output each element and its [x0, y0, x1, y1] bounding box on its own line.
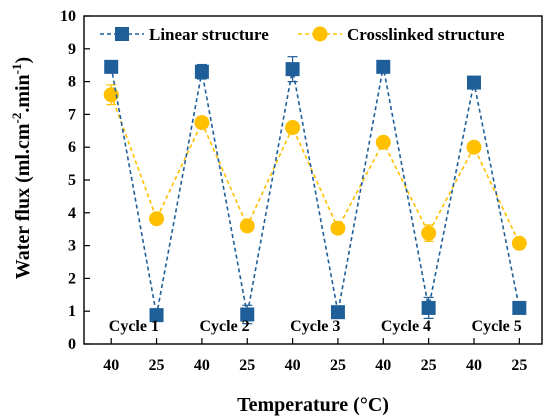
cycle-label: Cycle 4 [381, 318, 431, 335]
data-point [466, 75, 481, 90]
y-tick-label: 3 [68, 238, 76, 255]
x-tick-label: 40 [375, 357, 391, 374]
y-axis-title-part: Water flux (ml.cm [12, 123, 34, 279]
data-point [240, 307, 255, 322]
x-tick-label: 25 [421, 357, 437, 374]
data-point [285, 62, 300, 77]
y-tick-label: 1 [68, 303, 76, 320]
legend-marker [312, 26, 328, 42]
cycle-label: Cycle 2 [199, 318, 249, 335]
y-tick-label: 4 [68, 205, 76, 222]
data-point [149, 308, 164, 323]
cycle-annotations: Cycle 1 Cycle 2 Cycle 3 Cycle 4 Cycle 5 [109, 318, 522, 335]
data-point [285, 120, 301, 136]
data-point [194, 64, 209, 79]
y-tick-label: 7 [68, 106, 76, 123]
x-tick-label: 25 [330, 357, 346, 374]
y-tick-label: 0 [68, 336, 76, 353]
series-line [110, 66, 521, 316]
data-point [239, 218, 255, 234]
x-tick-label: 40 [103, 357, 119, 374]
cycle-label: Cycle 5 [472, 318, 522, 335]
y-axis-title: Water flux (ml.cm-2.min-1) [9, 57, 34, 279]
y-tick-label: 10 [60, 8, 76, 25]
data-point [421, 300, 436, 315]
legend: Linear structure Crosslinked structure [100, 25, 505, 44]
y-tick-label: 8 [68, 74, 76, 91]
y-tick-label: 9 [68, 41, 76, 58]
data-point [511, 235, 527, 251]
data-point [104, 59, 119, 74]
y-axis-title-superscript: -2 [9, 113, 24, 124]
series-crosslinked-structure [103, 84, 527, 251]
axes [83, 15, 543, 345]
data-point [375, 134, 391, 150]
x-tick-label: 25 [239, 357, 255, 374]
legend-item: Crosslinked structure [298, 25, 505, 44]
data-point [149, 211, 165, 227]
x-tick-labels: 40 25 40 25 40 25 40 25 40 25 [103, 357, 527, 374]
legend-marker [115, 27, 129, 41]
legend-item: Linear structure [100, 25, 269, 44]
y-tick-labels: 0 1 2 3 4 5 6 7 8 9 10 [60, 8, 76, 353]
x-tick-label: 40 [466, 357, 482, 374]
x-tick-label: 25 [149, 357, 165, 374]
x-axis-title: Temperature (°C) [237, 394, 389, 416]
cycle-label: Cycle 1 [109, 318, 159, 335]
y-axis-title-part: ) [12, 57, 34, 64]
y-axis-title-part: .min [12, 74, 34, 112]
data-point [330, 305, 345, 320]
legend-label: Crosslinked structure [347, 25, 505, 44]
data-point [330, 220, 346, 236]
legend-label: Linear structure [149, 25, 269, 44]
data-point [376, 59, 391, 74]
data-point [421, 225, 437, 241]
x-tick-label: 25 [511, 357, 527, 374]
series-layer [103, 56, 527, 325]
data-point [466, 139, 482, 155]
series-linear-structure [104, 56, 527, 325]
y-tick-label: 6 [68, 139, 76, 156]
series-line [110, 94, 521, 244]
data-point [512, 300, 527, 315]
y-axis-title-superscript: -1 [9, 63, 24, 74]
y-tick-label: 5 [68, 172, 76, 189]
x-tick-label: 40 [285, 357, 301, 374]
cycle-label: Cycle 3 [290, 318, 340, 335]
x-tick-label: 40 [194, 357, 210, 374]
y-tick-label: 2 [68, 270, 76, 287]
data-point [194, 115, 210, 131]
